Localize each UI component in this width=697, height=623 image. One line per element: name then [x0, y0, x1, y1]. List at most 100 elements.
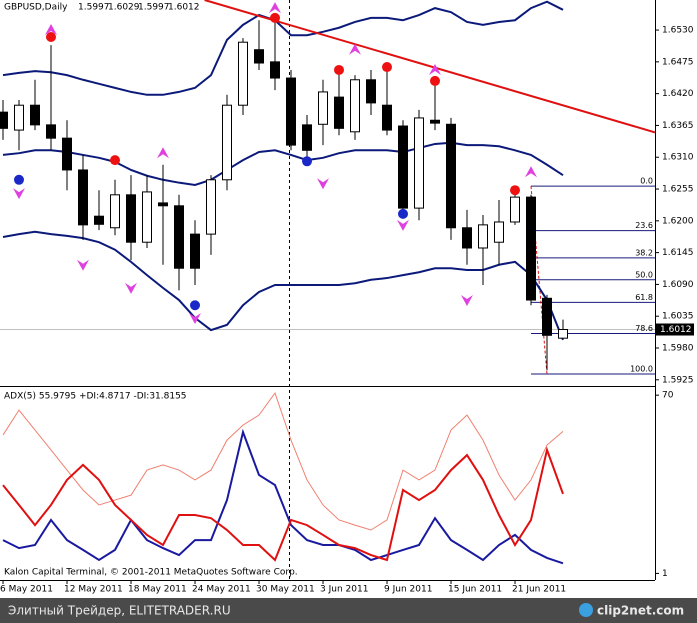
candle-body — [478, 224, 488, 249]
y-tick-label: 1.6365 — [662, 121, 694, 131]
y-tick-label: 1.6420 — [662, 89, 694, 99]
current-price-label: 1.6012 — [660, 325, 692, 335]
band-line — [2, 0, 564, 96]
blue-dots — [190, 300, 200, 311]
fib-label: 23.6 — [635, 221, 653, 230]
current-price-box — [656, 323, 694, 336]
red-dots — [382, 62, 392, 73]
fib-label: 61.8 — [635, 293, 653, 302]
down-arrows — [317, 178, 329, 190]
candle-body — [270, 61, 280, 79]
background — [0, 0, 697, 598]
candle-body — [302, 124, 312, 151]
up-arrows — [157, 147, 169, 159]
candle-body — [14, 104, 24, 131]
red-dots — [110, 155, 120, 166]
y-tick-label: 1.6145 — [662, 248, 694, 258]
candle-body — [46, 124, 56, 139]
candle-body — [78, 169, 88, 226]
down-arrows — [125, 282, 137, 294]
candle-body — [510, 196, 520, 223]
y-tick-label: 1.6035 — [662, 312, 694, 322]
trendline — [204, 0, 655, 134]
indicator-line — [2, 446, 564, 562]
y-tick-label: 1.6475 — [662, 57, 694, 67]
candle-body — [222, 104, 232, 181]
candle-body — [382, 104, 392, 131]
copyright: Kalon Capital Terminal, © 2001-2011 Meta… — [4, 568, 298, 578]
blue-dots — [14, 174, 24, 185]
candle-body — [110, 194, 120, 229]
red-dots — [46, 31, 56, 42]
header-low: 1.5997 — [138, 3, 170, 13]
y-tick-label: 1.6530 — [662, 26, 694, 36]
axes: 1.6530 1.6475 1.6420 1.6365 1.6310 1.6255 1.62… — [0, 26, 694, 595]
indicator-panel — [2, 392, 564, 565]
fib-label: 38.2 — [635, 248, 653, 257]
x-tick-label: 12 May 2011 — [64, 585, 123, 595]
y-tick-label: 1.6255 — [662, 185, 694, 195]
blue-dots — [398, 208, 408, 219]
fib-label: 78.6 — [635, 324, 653, 333]
down-arrows — [189, 312, 201, 324]
header-high: 1.6029 — [108, 3, 140, 13]
candle-body — [414, 117, 424, 209]
fib-label: 0.0 — [640, 177, 653, 186]
candle-body — [526, 196, 536, 301]
x-tick-label: 3 Jun 2011 — [320, 585, 368, 595]
candle-body — [494, 221, 504, 243]
x-tick-label: 24 May 2011 — [192, 585, 251, 595]
up-arrows — [45, 24, 57, 36]
watermark: Элитный Трейдер, ELITETRADER.RU — [8, 604, 231, 618]
candle-body — [0, 111, 8, 129]
red-dots — [270, 12, 280, 23]
candle-body — [558, 329, 568, 339]
candle-body — [94, 215, 104, 225]
brand: clip2net.com — [597, 604, 684, 618]
candle-body — [30, 104, 40, 126]
y-tick-label: 1.5980 — [662, 344, 694, 354]
y-tick-label: 1.6090 — [662, 280, 694, 290]
y-tick-label: 1.6310 — [662, 153, 694, 163]
up-arrows — [269, 2, 281, 14]
x-tick-label: 9 Jun 2011 — [384, 585, 432, 595]
brand-logo — [579, 603, 593, 617]
red-dots — [430, 75, 440, 86]
x-tick-label: 21 Jun 2011 — [512, 585, 566, 595]
x-tick-label: 18 May 2011 — [128, 585, 187, 595]
fib-label: 50.0 — [635, 270, 653, 279]
down-arrows — [13, 188, 25, 200]
symbol-label: GBPUSD,Daily — [4, 3, 68, 13]
red-dots — [510, 185, 520, 196]
candle-body — [350, 79, 360, 133]
indicator-label: ADX(5) 55.9795 +DI:4.8717 -DI:31.8155 — [4, 392, 187, 402]
candle-body — [238, 41, 248, 106]
candle-body — [174, 205, 184, 269]
candle-body — [62, 137, 72, 171]
candle-body — [142, 191, 152, 243]
candle-body — [158, 202, 168, 207]
band-line — [2, 230, 564, 341]
up-arrows — [349, 43, 361, 55]
red-dots — [334, 64, 344, 75]
blue-dots — [302, 156, 312, 167]
candle-body — [430, 119, 440, 124]
candle-body — [446, 123, 456, 229]
fib-label: 100.0 — [630, 365, 653, 374]
header-open: 1.5997 — [78, 3, 110, 13]
header-close: 1.6012 — [168, 3, 200, 13]
candle-body — [318, 91, 328, 125]
x-tick-label: 15 Jun 2011 — [448, 585, 502, 595]
band-line — [2, 141, 564, 187]
indicator-tick-label: 70 — [662, 391, 674, 401]
y-tick-label: 1.6200 — [662, 216, 694, 226]
candle-body — [334, 96, 344, 129]
y-tick-label: 1.5925 — [662, 375, 694, 385]
candle-body — [398, 125, 408, 209]
price-panel: 0.0 23.6 38.2 50.0 61.8 78.6 100.0 — [0, 0, 655, 375]
candle-body — [462, 227, 472, 249]
x-tick-label: 30 May 2011 — [256, 585, 315, 595]
up-arrows — [525, 166, 537, 178]
